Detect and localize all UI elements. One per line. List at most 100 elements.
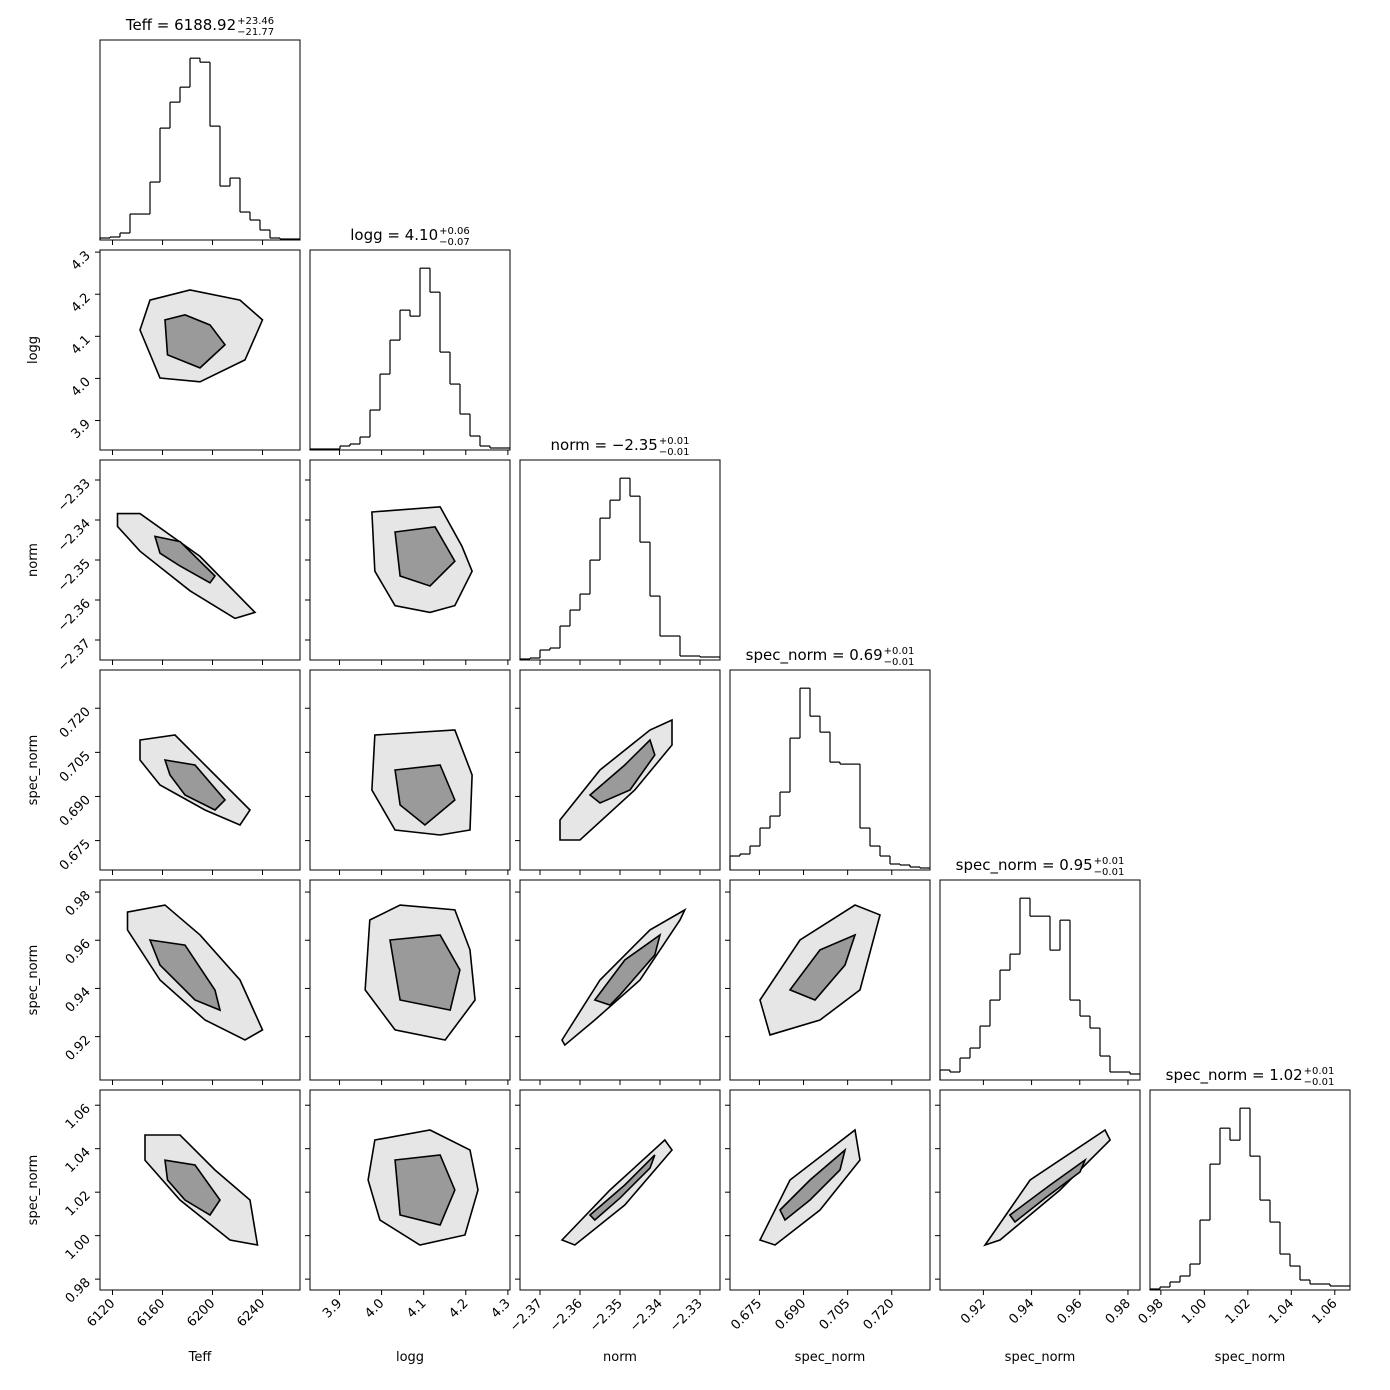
title-main: spec_norm = 0.69: [746, 646, 883, 665]
y-tick-label: 1.02: [63, 1188, 94, 1219]
hist-frame: [939, 879, 1141, 1081]
y-axis-label: norm: [26, 543, 41, 577]
y-tick-label: 4.2: [69, 290, 94, 315]
x-tick-label: 1.06: [1310, 1296, 1341, 1327]
contour-inner: [394, 764, 456, 827]
title-minus: −0.01: [884, 657, 915, 668]
y-tick-label: −2.35: [55, 556, 94, 595]
hist-title: spec_norm = 0.69 +0.01−0.01: [746, 646, 915, 668]
contour-inner: [163, 758, 227, 811]
x-tick-label: 1.02: [1223, 1296, 1254, 1327]
x-axis-label: norm: [603, 1350, 637, 1365]
x-tick-label: 0.98: [1103, 1296, 1134, 1327]
x-tick-label: 6120: [84, 1296, 118, 1330]
panel-border: [99, 879, 301, 1081]
title-minus: −0.07: [439, 237, 470, 248]
x-tick-label: −2.37: [507, 1296, 546, 1335]
contour-inner: [593, 933, 662, 1006]
y-tick-label: −2.34: [55, 516, 94, 555]
title-minus: −21.77: [237, 27, 274, 38]
x-axis-label: spec_norm: [795, 1350, 866, 1365]
hist-frame: [99, 39, 301, 241]
x-tick-label: −2.36: [547, 1296, 586, 1335]
contour-inner: [394, 525, 456, 587]
y-axis-label: logg: [26, 336, 41, 364]
contour-inner: [389, 934, 461, 1012]
x-tick-label: 3.9: [320, 1296, 345, 1321]
x-axis-label: Teff: [188, 1350, 213, 1365]
x-tick-label: 6160: [134, 1296, 168, 1330]
hist-frame: [729, 669, 931, 871]
panel-border: [99, 1089, 301, 1291]
contour-inner: [788, 933, 857, 1001]
title-main: spec_norm = 1.02: [1166, 1066, 1303, 1085]
x-tick-label: 4.2: [446, 1296, 471, 1321]
y-tick-label: 0.94: [63, 985, 94, 1016]
y-axis-label: spec_norm: [26, 735, 41, 806]
title-main: Teff = 6188.92: [125, 16, 236, 34]
y-tick-label: −2.37: [55, 636, 94, 675]
x-tick-label: 4.1: [404, 1296, 429, 1321]
x-tick-label: −2.34: [627, 1296, 666, 1335]
y-tick-label: 4.0: [69, 375, 94, 400]
x-tick-label: 0.720: [861, 1296, 898, 1333]
x-tick-label: 0.92: [958, 1296, 989, 1327]
title-main: norm = −2.35: [551, 436, 658, 454]
x-tick-label: 4.0: [362, 1296, 387, 1321]
y-tick-label: 0.98: [63, 888, 94, 919]
title-minus: −0.01: [1304, 1077, 1335, 1088]
y-axis-label: spec_norm: [26, 945, 41, 1016]
contour-inner: [588, 1154, 656, 1222]
title-plus: +0.06: [439, 226, 470, 237]
title-plus: +0.01: [659, 436, 690, 447]
title-minus: −0.01: [659, 447, 690, 458]
title-main: spec_norm = 0.95: [956, 856, 1093, 875]
panel-border: [309, 1089, 511, 1291]
title-plus: +23.46: [237, 16, 274, 27]
y-tick-label: 1.06: [63, 1101, 94, 1132]
contour-inner: [779, 1147, 847, 1222]
x-tick-label: −2.33: [667, 1296, 706, 1335]
title-plus: +0.01: [1094, 856, 1125, 867]
x-tick-label: 4.3: [488, 1296, 513, 1321]
x-tick-label: 0.98: [1136, 1296, 1167, 1327]
panel-border: [729, 879, 931, 1081]
x-axis-label: spec_norm: [1215, 1350, 1286, 1365]
x-tick-label: 0.705: [817, 1296, 854, 1333]
contour-inner: [394, 1154, 456, 1226]
y-tick-label: 1.04: [63, 1145, 94, 1176]
y-tick-label: 0.96: [63, 936, 94, 967]
y-tick-label: −2.33: [55, 476, 94, 515]
x-tick-label: 0.96: [1055, 1296, 1086, 1327]
x-tick-label: 6240: [234, 1296, 268, 1330]
y-axis-label: spec_norm: [26, 1155, 41, 1226]
panel-border: [729, 1089, 931, 1291]
y-tick-label: 4.1: [69, 333, 94, 358]
y-tick-label: 0.675: [57, 837, 94, 874]
panel-border: [99, 669, 301, 871]
y-tick-label: 0.720: [57, 704, 94, 741]
contour-inner: [148, 939, 222, 1012]
hist-frame: [309, 249, 511, 451]
panel-border: [99, 249, 301, 451]
hist-title: spec_norm = 1.02 +0.01−0.01: [1166, 1066, 1335, 1088]
panel-border: [309, 669, 511, 871]
y-tick-label: 0.705: [57, 749, 94, 786]
hist-title: logg = 4.10 +0.06−0.07: [350, 226, 470, 248]
contour-inner: [164, 314, 227, 369]
x-axis-label: logg: [396, 1350, 424, 1365]
contour-inner: [1008, 1157, 1087, 1224]
title-main: logg = 4.10: [350, 226, 438, 244]
title-plus: +0.01: [1304, 1066, 1335, 1077]
title-minus: −0.01: [1094, 867, 1125, 878]
x-tick-label: 1.04: [1266, 1296, 1297, 1327]
y-tick-label: −2.36: [55, 596, 94, 635]
x-tick-label: 6200: [184, 1296, 218, 1330]
panel-border: [309, 879, 511, 1081]
y-tick-label: 0.98: [63, 1275, 94, 1306]
panel-border: [939, 1089, 1141, 1291]
contour-inner: [164, 1159, 221, 1217]
hist-title: spec_norm = 0.95 +0.01−0.01: [956, 856, 1125, 878]
